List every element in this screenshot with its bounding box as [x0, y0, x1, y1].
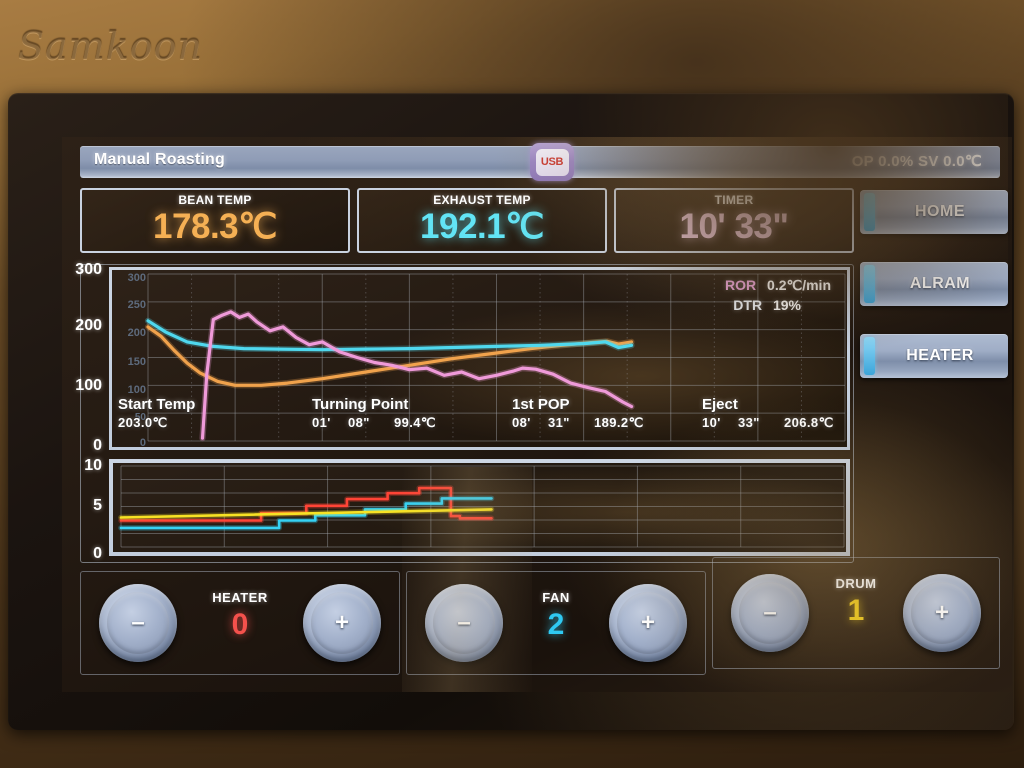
inner-ytick-150: 150 [127, 356, 146, 368]
control-chart-plot [113, 463, 846, 552]
event-start-temp: Start Temp 203.0℃ [118, 396, 195, 431]
heater-button-label: HEATER [906, 347, 974, 364]
outer-ytick-temp-200: 200 [75, 317, 102, 334]
outer-ytick-temp-100: 100 [75, 377, 102, 394]
brand-logo: Samkoon [18, 24, 203, 68]
outer-ytick-ctrl-0: 0 [93, 545, 102, 562]
event-first-pop-sec: 31" [548, 415, 570, 430]
alram-button[interactable]: ALRAM [860, 262, 1008, 306]
usb-label: USB [540, 156, 564, 168]
outer-ytick-temp-300: 300 [75, 261, 102, 278]
exhaust-temp-tile: EXHAUST TEMP 192.1℃ [357, 188, 607, 253]
event-turning-point-title: Turning Point [312, 396, 409, 413]
timer-tile: TIMER 10' 33" [614, 188, 854, 253]
ror-value: 0.2℃/min [767, 277, 831, 293]
drum-plus-glyph: + [911, 582, 973, 644]
fan-decrement-button[interactable]: – [425, 584, 503, 662]
ror-readout: ROR 0.2℃/min [725, 277, 831, 294]
outer-ytick-ctrl-10: 10 [84, 457, 102, 474]
inner-ytick-50: 50 [134, 412, 146, 423]
event-eject-sec: 33" [738, 415, 760, 430]
fan-readout: FAN 2 [496, 590, 616, 643]
event-eject-title: Eject [702, 396, 738, 413]
fan-plus-glyph: + [617, 592, 679, 654]
dtr-value: 19% [772, 297, 801, 313]
exhaust-temp-label: EXHAUST TEMP [433, 193, 531, 207]
heater-minus-glyph: – [107, 592, 169, 654]
temperature-chart-plot: 300 250 200 150 100 50 0 ROR 0.2℃/min DT… [112, 270, 847, 449]
drum-decrement-button[interactable]: – [731, 574, 809, 652]
event-first-pop-min: 08' [512, 415, 531, 430]
outer-ytick-temp-0: 0 [93, 437, 102, 454]
drum-minus-glyph: – [739, 582, 801, 644]
op-sv-readout: OP 0.0% SV 0.0℃ [851, 153, 982, 170]
inner-ytick-200: 200 [127, 327, 146, 339]
timer-value: 10' 33" [679, 207, 789, 246]
inner-ytick-0: 0 [139, 437, 146, 449]
exhaust-temp-value: 192.1℃ [420, 207, 544, 246]
home-button-label: HOME [915, 203, 965, 220]
fan-control-value: 2 [547, 608, 565, 641]
ror-label: ROR [725, 277, 757, 293]
dtr-readout: DTR 19% [733, 297, 801, 313]
drum-increment-button[interactable]: + [903, 574, 981, 652]
heater-readout: HEATER 0 [180, 590, 300, 643]
fan-control-group: – FAN 2 + [406, 571, 706, 675]
control-chart-svg [118, 465, 845, 548]
event-start-temp-title: Start Temp [118, 396, 196, 413]
bean-temp-tile: BEAN TEMP 178.3℃ [80, 188, 350, 253]
event-eject: Eject 10' 33" 206.8℃ [702, 396, 834, 431]
inner-ytick-100: 100 [127, 384, 146, 396]
fan-increment-button[interactable]: + [609, 584, 687, 662]
event-turning-point: Turning Point 01' 08" 99.4℃ [312, 396, 436, 431]
alram-button-label: ALRAM [909, 275, 971, 292]
heater-button[interactable]: HEATER [860, 334, 1008, 378]
event-start-temp-temp: 203.0℃ [118, 415, 168, 430]
event-first-pop-title: 1st POP [512, 396, 570, 413]
heater-increment-button[interactable]: + [303, 584, 381, 662]
event-turning-point-sec: 08" [348, 415, 370, 430]
event-start-temp-data: 203.0℃ [118, 415, 195, 431]
inner-ytick-300: 300 [127, 272, 146, 284]
timer-label: TIMER [714, 193, 754, 207]
drum-readout: DRUM 1 [796, 576, 916, 629]
usb-icon-inner: USB [535, 148, 569, 176]
event-eject-data: 10' 33" 206.8℃ [702, 415, 834, 431]
inner-ytick-250: 250 [127, 299, 146, 311]
monitor-bezel: Manual Roasting USB OP 0.0% SV 0.0℃ BEAN… [8, 93, 1014, 730]
title-bar: Manual Roasting USB OP 0.0% SV 0.0℃ [80, 143, 1000, 181]
event-turning-point-min: 01' [312, 415, 331, 430]
page-title: Manual Roasting [94, 151, 226, 168]
event-first-pop: 1st POP 08' 31" 189.2℃ [512, 396, 644, 431]
fan-minus-glyph: – [433, 592, 495, 654]
heater-control-label: HEATER [212, 590, 268, 605]
outer-ytick-ctrl-5: 5 [93, 497, 102, 514]
usb-icon[interactable]: USB [530, 143, 574, 181]
drum-control-label: DRUM [835, 576, 877, 591]
heater-control-group: – HEATER 0 + [80, 571, 400, 675]
event-eject-min: 10' [702, 415, 721, 430]
graph-frame [80, 264, 854, 563]
heater-control-value: 0 [231, 608, 249, 641]
drum-control-group: – DRUM 1 + [712, 557, 1000, 669]
event-eject-temp: 206.8℃ [784, 415, 834, 430]
heater-plus-glyph: + [311, 592, 373, 654]
home-button[interactable]: HOME [860, 190, 1008, 234]
event-turning-point-temp: 99.4℃ [394, 415, 436, 430]
heater-decrement-button[interactable]: – [99, 584, 177, 662]
control-chart-panel[interactable] [109, 459, 850, 556]
temperature-chart-panel[interactable]: 300 250 200 150 100 50 0 ROR 0.2℃/min DT… [109, 267, 850, 450]
fan-control-label: FAN [542, 590, 570, 605]
event-first-pop-temp: 189.2℃ [594, 415, 644, 430]
event-turning-point-data: 01' 08" 99.4℃ [312, 415, 436, 431]
dtr-label: DTR [733, 297, 763, 313]
event-first-pop-data: 08' 31" 189.2℃ [512, 415, 644, 431]
lcd-screen: Manual Roasting USB OP 0.0% SV 0.0℃ BEAN… [62, 137, 1012, 692]
bean-temp-label: BEAN TEMP [178, 193, 252, 207]
bean-temp-value: 178.3℃ [153, 207, 277, 246]
drum-control-value: 1 [847, 594, 865, 627]
